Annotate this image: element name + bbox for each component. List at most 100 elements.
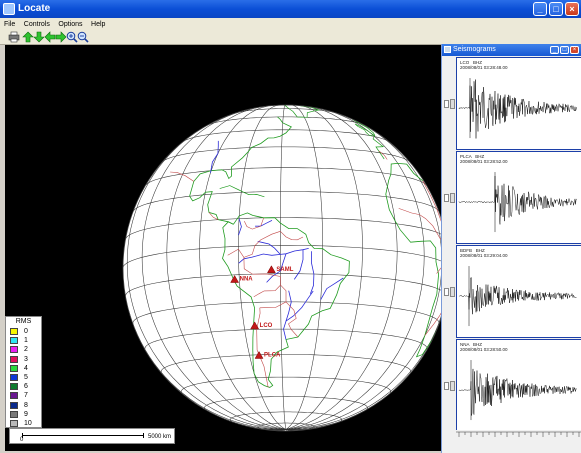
coastlines	[189, 105, 440, 388]
globe-map-view[interactable]: NNA SAML LCO PLCA	[5, 45, 441, 451]
parallel-line	[207, 116, 365, 126]
trace-channel: BHZ	[473, 248, 485, 253]
seismogram-panel-nna[interactable]: NNA BHZ 2008/08/01 03:28:50.00	[456, 339, 581, 432]
station-marker-plca[interactable]: PLCA	[254, 350, 281, 359]
trace-scale-spinner[interactable]	[444, 380, 455, 391]
river-line	[320, 277, 344, 300]
border-line	[285, 301, 299, 338]
print-icon[interactable]	[8, 31, 20, 43]
trace-scale-spinner[interactable]	[444, 98, 455, 109]
app-icon	[3, 3, 15, 15]
river-line	[257, 241, 281, 255]
caribbean-coast	[219, 185, 265, 198]
window-title: Locate	[18, 3, 51, 14]
seismogram-trace	[458, 78, 577, 139]
scale-bar: 0 5000 km	[9, 428, 175, 444]
parallel-line	[145, 167, 427, 186]
country-borders	[170, 150, 441, 388]
rms-swatch	[10, 419, 18, 427]
south-america-coast	[222, 212, 350, 388]
trace-time: 2008/08/01 03:28:50.00	[460, 347, 508, 352]
parallel-line	[182, 129, 389, 143]
river-line	[266, 253, 287, 283]
rms-label: 9	[24, 410, 28, 418]
rms-legend: RMS 0 1 2 3 4 5 6 7 8 9 10	[5, 316, 42, 428]
parallel-line	[160, 354, 412, 374]
arrow-right-icon[interactable]	[55, 31, 67, 43]
river-line	[285, 290, 314, 322]
arrow-down-icon[interactable]	[33, 31, 45, 43]
zoom-out-icon[interactable]	[77, 31, 89, 43]
scale-end-label: 5000 km	[147, 434, 171, 440]
parallel-line	[235, 108, 338, 114]
border-line	[243, 257, 281, 298]
station-marker-saml[interactable]: SAML	[266, 265, 294, 274]
toolbar	[0, 29, 581, 45]
menu-controls[interactable]: Controls	[23, 21, 50, 28]
station-marker-lco[interactable]: LCO	[250, 321, 273, 330]
seismogram-panel-plca[interactable]: PLCA BHZ 2008/08/01 03:28:52.00	[456, 151, 581, 244]
parallel-line	[123, 245, 441, 268]
title-bar[interactable]: Locate _ □ ×	[0, 0, 581, 18]
station-marker-nna[interactable]: NNA	[230, 275, 254, 283]
meridian-line	[280, 105, 287, 430]
seismogram-header: PLCA BHZ 2008/08/01 03:28:52.00	[460, 154, 508, 164]
menu-options[interactable]: Options	[58, 21, 83, 28]
meridian-line	[141, 110, 287, 430]
seismograms-window-icon	[444, 46, 451, 53]
parallel-line	[144, 328, 428, 351]
parallel-line	[125, 217, 441, 240]
rms-label: 3	[24, 355, 28, 363]
station-label: SAML	[276, 267, 293, 273]
seismograms-maximize-button[interactable]: □	[560, 46, 569, 54]
globe-sphere	[123, 105, 441, 431]
parallel-line	[132, 301, 440, 324]
menu-help[interactable]: Help	[91, 21, 106, 28]
meridian-line	[285, 233, 441, 430]
seismograms-minimize-button[interactable]: _	[550, 46, 559, 54]
seismograms-close-button[interactable]: ×	[570, 46, 579, 54]
arrow-left-icon[interactable]	[44, 31, 56, 43]
graticule	[123, 105, 441, 431]
close-button[interactable]: ×	[565, 2, 579, 16]
border-line	[398, 180, 441, 240]
parallel-line	[161, 146, 410, 163]
rms-label: 5	[24, 373, 28, 381]
rms-swatch	[10, 410, 18, 418]
trace-scale-spinner[interactable]	[444, 192, 455, 203]
scale-start-label: 0	[20, 437, 24, 443]
rms-swatch	[10, 383, 18, 391]
rms-legend-item: 7	[6, 391, 41, 400]
trace-scale-spinner[interactable]	[444, 286, 455, 297]
maximize-button[interactable]: □	[549, 2, 563, 16]
rms-swatch	[10, 346, 18, 354]
parallel-line	[230, 411, 342, 423]
rms-legend-item: 2	[6, 345, 41, 354]
rms-legend-item: 8	[6, 401, 41, 410]
rms-swatch	[10, 401, 18, 409]
globe[interactable]: NNA SAML LCO PLCA	[5, 45, 441, 451]
seismograms-window: Seismograms _ □ × LCO BHZ 2008/08/01 03:2…	[441, 44, 581, 453]
border-line	[227, 248, 245, 258]
meridian-line	[285, 120, 441, 430]
trace-station: PLCA	[460, 154, 472, 159]
trace-station: BDFB	[460, 248, 473, 253]
seismograms-title-bar[interactable]: Seismograms _ □ ×	[442, 44, 581, 56]
rms-legend-item: 3	[6, 355, 41, 364]
rms-label: 2	[24, 346, 28, 354]
trace-channel: BHZ	[472, 154, 485, 159]
zoom-in-icon[interactable]	[66, 31, 78, 43]
seismogram-panel-lco[interactable]: LCO BHZ 2008/08/01 03:28:48.00	[456, 57, 581, 150]
rms-legend-item: 10	[6, 419, 41, 428]
border-line	[378, 150, 388, 160]
globe-outline	[122, 104, 441, 432]
rms-label: 0	[24, 328, 28, 335]
minimize-button[interactable]: _	[533, 2, 547, 16]
arrow-up-icon[interactable]	[22, 31, 34, 43]
seismograms-title: Seismograms	[453, 46, 496, 53]
rms-swatch	[10, 392, 18, 400]
seismogram-panel-bdfb[interactable]: BDFB BHZ 2008/08/01 03:29:04.00	[456, 245, 581, 338]
menu-file[interactable]: File	[4, 21, 16, 28]
rms-label: 7	[24, 392, 28, 400]
